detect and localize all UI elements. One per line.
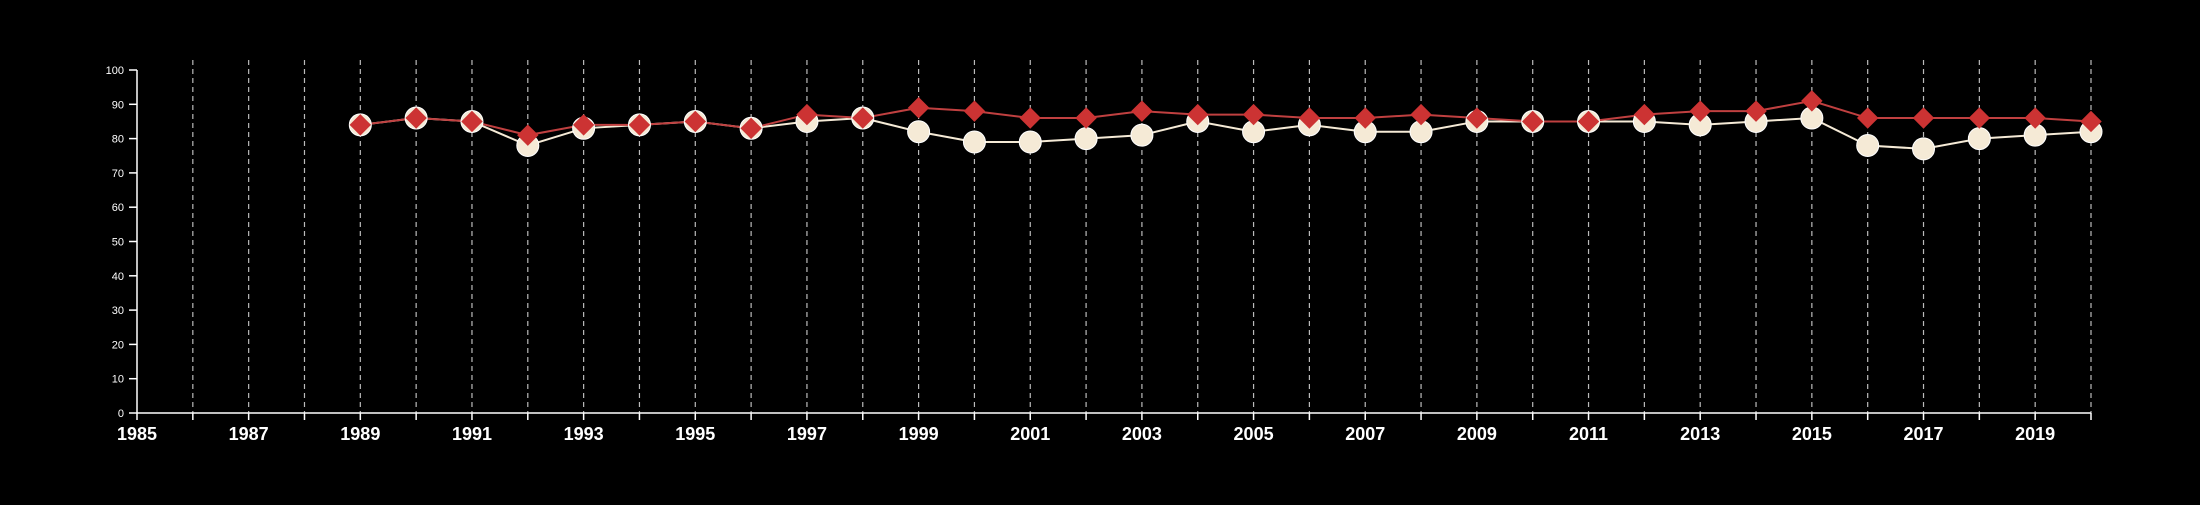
x-tick-label-1991: 1991 xyxy=(452,424,492,444)
point-diamond-2004 xyxy=(1187,103,1209,126)
x-tick-label-1999: 1999 xyxy=(899,424,939,444)
x-tick-label-2011: 2011 xyxy=(1569,424,1608,444)
point-diamond-2007 xyxy=(1354,107,1376,129)
axis-layer: 0 10 20 30 40 50 60 70 80 90 100 1985 1987 1989 1991 19… xyxy=(106,65,2092,444)
point-diamond-1990 xyxy=(405,107,427,129)
x-tick-label-1993: 1993 xyxy=(564,424,604,444)
series-line-circle xyxy=(360,117,2092,150)
x-tick-label-2001: 2001 xyxy=(1010,424,1050,444)
y-tick-label-80: 80 xyxy=(112,134,124,146)
point-diamond-2005 xyxy=(1242,103,1265,126)
point-circle-2002 xyxy=(1074,127,1098,151)
x-tick-label-2015: 2015 xyxy=(1792,424,1832,444)
x-tick-label-2009: 2009 xyxy=(1457,424,1497,444)
point-diamond-2016 xyxy=(1856,107,1879,129)
point-diamond-2014 xyxy=(1745,100,1767,122)
y-tick-label-0: 0 xyxy=(118,408,124,420)
x-tick-label-2005: 2005 xyxy=(1234,424,1274,444)
point-diamond-2002 xyxy=(1075,107,1097,129)
point-circle-2016 xyxy=(1856,133,1880,157)
y-tick-label-10: 10 xyxy=(112,374,124,386)
point-diamond-1994 xyxy=(628,114,651,136)
point-diamond-1991 xyxy=(461,110,483,133)
point-circle-2017 xyxy=(1912,137,1936,161)
x-tick-label-1997: 1997 xyxy=(787,424,827,444)
x-tick-label-2017: 2017 xyxy=(1903,424,1943,444)
point-diamond-2000 xyxy=(963,100,986,122)
y-tick-label-40: 40 xyxy=(112,271,124,283)
point-diamond-2015 xyxy=(1801,90,1823,112)
y-tick-label-20: 20 xyxy=(112,339,124,351)
point-diamond-2017 xyxy=(1912,107,1935,129)
point-diamond-2011 xyxy=(1577,110,1600,133)
point-diamond-2010 xyxy=(1522,110,1544,133)
x-tick-label-2013: 2013 xyxy=(1680,424,1720,444)
y-tick-label-50: 50 xyxy=(112,237,124,249)
point-diamond-1998 xyxy=(852,107,874,129)
point-circle-1999 xyxy=(907,120,931,144)
point-diamond-2018 xyxy=(1968,107,1991,129)
point-diamond-1993 xyxy=(572,114,595,136)
y-tick-label-70: 70 xyxy=(112,168,124,180)
point-diamond-2019 xyxy=(2024,107,2046,129)
point-diamond-1999 xyxy=(907,97,930,119)
point-diamond-2003 xyxy=(1131,100,1153,122)
x-tick-label-1987: 1987 xyxy=(229,424,269,444)
series-layer xyxy=(348,90,2103,161)
x-tick-label-2019: 2019 xyxy=(2015,424,2055,444)
y-tick-label-30: 30 xyxy=(112,305,124,317)
point-diamond-1996 xyxy=(740,117,762,140)
x-tick-label-1989: 1989 xyxy=(340,424,380,444)
point-diamond-2012 xyxy=(1633,103,1656,126)
point-diamond-2008 xyxy=(1410,103,1432,126)
point-diamond-2001 xyxy=(1019,107,1041,129)
x-tick-label-2003: 2003 xyxy=(1122,424,1162,444)
point-diamond-2009 xyxy=(1466,107,1488,129)
point-diamond-1995 xyxy=(684,110,706,133)
point-diamond-2006 xyxy=(1298,107,1321,129)
point-circle-2018 xyxy=(1967,127,1991,151)
point-circle-2000 xyxy=(962,130,986,154)
point-diamond-2013 xyxy=(1689,100,1711,122)
point-circle-2003 xyxy=(1130,123,1154,147)
series-line-diamond xyxy=(360,99,2092,137)
point-diamond-1992 xyxy=(517,124,539,146)
point-circle-2001 xyxy=(1018,130,1042,154)
x-tick-label-2007: 2007 xyxy=(1345,424,1385,444)
x-tick-label-1985: 1985 xyxy=(117,424,157,444)
y-tick-label-90: 90 xyxy=(112,99,124,111)
x-tick-label-1995: 1995 xyxy=(675,424,715,444)
point-diamond-1989 xyxy=(349,114,372,136)
y-tick-label-100: 100 xyxy=(106,65,124,77)
point-diamond-1997 xyxy=(796,103,818,126)
point-diamond-2020 xyxy=(2080,110,2102,133)
y-tick-label-60: 60 xyxy=(112,202,124,214)
